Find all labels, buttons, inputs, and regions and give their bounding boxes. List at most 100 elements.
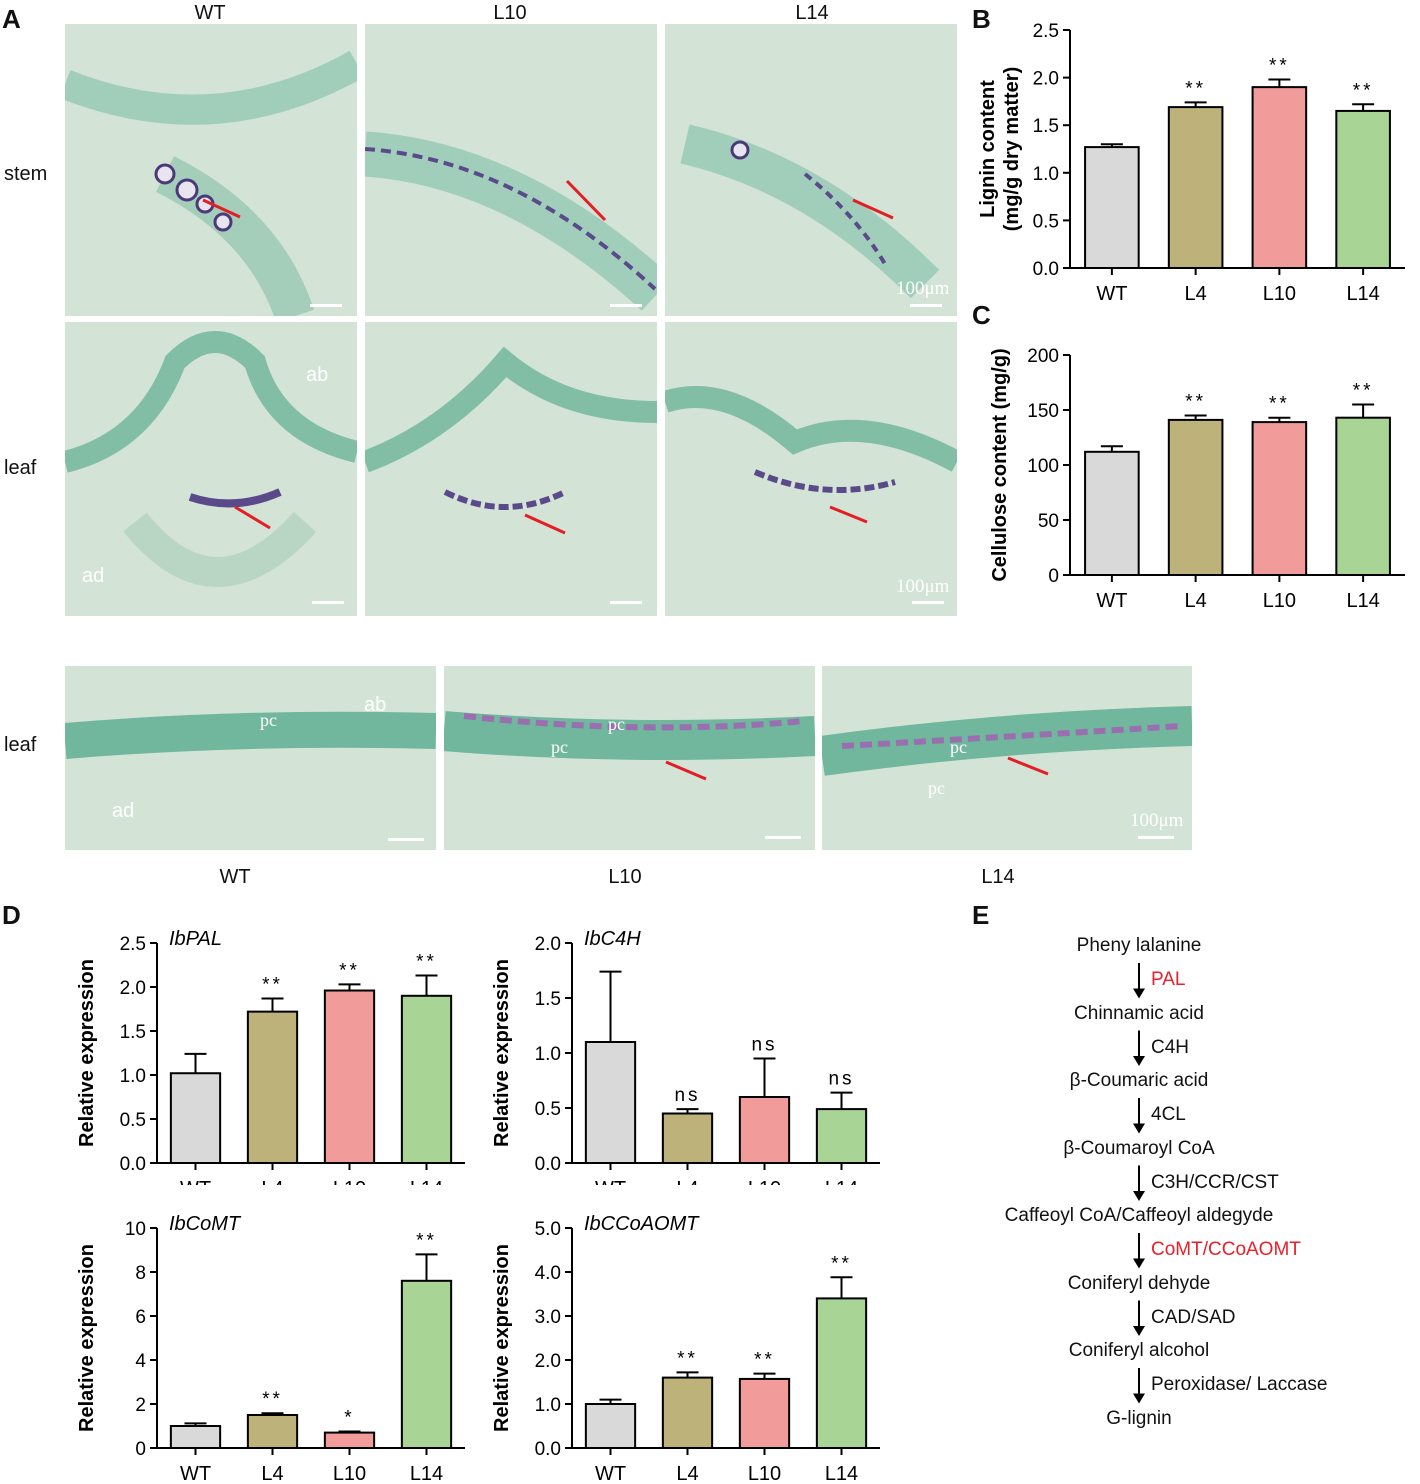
y-tick-label: 2.0 <box>120 978 146 999</box>
significance-label: ns <box>828 1069 854 1090</box>
micrograph-stem-l14 <box>665 24 957 316</box>
significance-label: ** <box>1185 392 1206 413</box>
x-tick-label: L10 <box>748 1463 781 1484</box>
pathway-enzyme: PAL <box>1151 969 1186 990</box>
bar <box>1335 109 1391 269</box>
bar <box>1167 418 1224 577</box>
gene-name-label: IbCCoAOMT <box>584 1213 700 1235</box>
scale-label: 100μm <box>896 576 950 597</box>
x-tick-label: WT <box>1096 590 1127 612</box>
micrograph-leaf2-l10 <box>444 666 815 850</box>
micrograph-leaf2-l14 <box>822 666 1192 850</box>
row-label-leaf: leaf <box>4 457 37 479</box>
col-label-l14: L14 <box>795 2 829 24</box>
lignin-biosynthesis-pathway: Pheny lalanine Chinnamic acid β-Coumaric a… <box>975 935 1415 1475</box>
pathway-enzyme: CoMT/CCoAOMT <box>1151 1239 1301 1260</box>
x-tick-label: L10 <box>748 1178 781 1185</box>
significance-label: ** <box>1269 394 1290 415</box>
y-tick-label: 8 <box>135 1263 146 1284</box>
significance-label: ** <box>1353 80 1374 101</box>
x-tick-label: L10 <box>333 1463 366 1484</box>
bottom-col-label-wt: WT <box>219 866 251 888</box>
y-tick-label: 150 <box>1027 401 1059 422</box>
pathway-compound: Caffeoyl CoA/Caffeoyl aldegyde <box>1004 1205 1274 1226</box>
y-tick-label: 1.0 <box>1033 164 1059 185</box>
micrograph-leaf-l14 <box>665 322 957 616</box>
x-tick-label: L14 <box>1346 590 1379 612</box>
pathway-arrowhead <box>1133 1056 1145 1066</box>
y-axis-label: Relative expression <box>76 1244 98 1432</box>
y-tick-label: 50 <box>1038 511 1059 532</box>
y-tick-label: 4.0 <box>535 1263 561 1284</box>
bar <box>738 1096 791 1164</box>
scale-bar <box>388 838 424 841</box>
pathway-enzyme: 4CL <box>1151 1104 1186 1125</box>
bar <box>400 1279 453 1449</box>
scale-bar <box>1138 836 1174 839</box>
pathway-compound: Pheny lalanine <box>1076 935 1202 956</box>
pathway-arrowhead <box>1133 1393 1145 1404</box>
bar <box>1084 146 1140 269</box>
pathway-compound: G-lignin <box>1106 1407 1172 1429</box>
y-tick-label: 0.5 <box>1033 211 1059 232</box>
x-tick-label: L4 <box>1185 283 1207 305</box>
label-pc: pc <box>950 737 967 757</box>
x-tick-label: L14 <box>1346 283 1379 305</box>
scale-bar <box>610 304 642 307</box>
x-tick-label: L14 <box>825 1178 858 1185</box>
panel-label-a: A <box>2 4 21 34</box>
row-label-stem: stem <box>4 163 48 185</box>
bar <box>661 1112 714 1164</box>
label-pc: pc <box>608 714 625 734</box>
significance-label: ** <box>416 1230 437 1251</box>
bar <box>1084 450 1140 576</box>
x-tick-label: WT <box>595 1463 626 1484</box>
y-tick-label: 1.5 <box>1033 116 1059 137</box>
gene-name-label: IbPAL <box>169 928 222 950</box>
label-pc: pc <box>260 710 277 730</box>
significance-label: ns <box>751 1035 777 1056</box>
y-tick-label: 6 <box>135 1307 146 1328</box>
bar <box>246 1414 299 1449</box>
y-tick-label: 5.0 <box>535 1219 561 1240</box>
x-tick-label: WT <box>1096 283 1127 305</box>
label-ab: ab <box>364 694 387 716</box>
bar <box>1251 421 1308 576</box>
significance-label: ** <box>831 1253 852 1274</box>
pathway-arrowhead <box>1133 988 1145 999</box>
significance-label: ** <box>1269 56 1290 77</box>
scale-bar <box>765 836 801 839</box>
pathway-compound: β-Coumaroyl CoA <box>1063 1137 1215 1159</box>
pathway-arrowhead <box>1133 1191 1145 1201</box>
y-tick-label: 2.5 <box>1033 21 1059 42</box>
panel-label-e: E <box>972 900 990 930</box>
pathway-arrowhead <box>1133 1123 1145 1134</box>
y-tick-label: 0.0 <box>1033 259 1059 280</box>
bar <box>1167 106 1224 269</box>
pathway-compound: Chinnamic acid <box>1074 1002 1204 1024</box>
y-tick-label: 0.5 <box>120 1110 146 1131</box>
scale-bar <box>310 304 342 307</box>
x-tick-label: L4 <box>676 1178 698 1185</box>
bar <box>738 1377 791 1449</box>
x-tick-label: L10 <box>1263 283 1296 305</box>
x-tick-label: L4 <box>676 1463 698 1484</box>
bar <box>323 1431 376 1450</box>
bottom-col-label-l10: L10 <box>608 866 642 888</box>
scale-bar <box>912 601 944 604</box>
x-tick-label: L14 <box>410 1178 443 1185</box>
y-axis-label: Relative expression <box>491 959 513 1147</box>
y-tick-label: 100 <box>1027 456 1059 477</box>
gene-name-label: IbC4H <box>584 928 641 950</box>
y-tick-label: 3.0 <box>535 1307 561 1328</box>
label-ad: ad <box>112 800 135 822</box>
y-tick-label: 0.0 <box>120 1154 146 1175</box>
bar <box>815 1297 868 1450</box>
x-tick-label: L4 <box>261 1178 283 1185</box>
significance-label: ** <box>1185 78 1206 99</box>
y-tick-label: 1.0 <box>120 1066 146 1087</box>
micrograph-leaf-l10 <box>365 322 657 616</box>
pathway-enzyme: Peroxidase/ Laccase <box>1151 1374 1328 1395</box>
significance-label: ** <box>1353 381 1374 402</box>
y-tick-label: 10 <box>125 1219 146 1240</box>
